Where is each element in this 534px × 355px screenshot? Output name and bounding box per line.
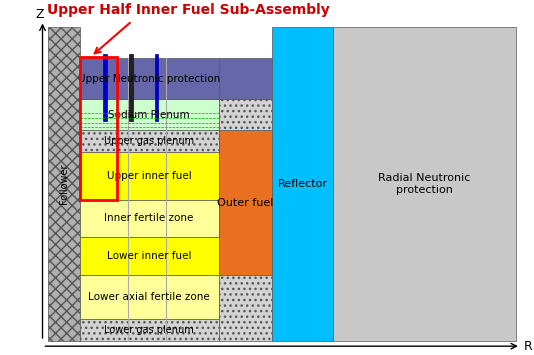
FancyBboxPatch shape <box>80 131 218 152</box>
FancyBboxPatch shape <box>80 275 218 319</box>
Text: Lower inner fuel: Lower inner fuel <box>107 251 191 261</box>
Text: Upper Half Inner Fuel Sub-Assembly: Upper Half Inner Fuel Sub-Assembly <box>47 4 329 17</box>
FancyBboxPatch shape <box>218 131 272 275</box>
FancyBboxPatch shape <box>218 58 272 99</box>
FancyBboxPatch shape <box>80 99 218 131</box>
Text: Lower gas plenum: Lower gas plenum <box>104 325 194 335</box>
Text: Z: Z <box>36 7 44 21</box>
FancyBboxPatch shape <box>80 58 218 99</box>
Text: Outer fuel: Outer fuel <box>217 198 273 208</box>
FancyBboxPatch shape <box>80 319 218 341</box>
FancyBboxPatch shape <box>80 200 218 237</box>
FancyBboxPatch shape <box>155 54 159 121</box>
Text: Radial Neutronic
protection: Radial Neutronic protection <box>378 173 470 195</box>
Text: R: R <box>523 340 532 353</box>
Text: Inner fertile zone: Inner fertile zone <box>105 213 194 223</box>
Text: Reflector: Reflector <box>278 179 328 189</box>
FancyBboxPatch shape <box>333 27 515 341</box>
FancyBboxPatch shape <box>103 54 107 121</box>
Bar <box>80 57 117 200</box>
FancyBboxPatch shape <box>218 99 272 131</box>
Text: Lower axial fertile zone: Lower axial fertile zone <box>88 292 210 302</box>
FancyBboxPatch shape <box>80 237 218 275</box>
FancyBboxPatch shape <box>80 152 218 200</box>
FancyBboxPatch shape <box>129 54 132 121</box>
Text: Follower: Follower <box>59 164 69 204</box>
Text: Sodium Plenum: Sodium Plenum <box>108 110 190 120</box>
Text: Upper gas plenum: Upper gas plenum <box>104 136 194 147</box>
Text: Upper inner fuel: Upper inner fuel <box>107 171 192 181</box>
FancyBboxPatch shape <box>48 27 80 341</box>
FancyBboxPatch shape <box>272 27 333 341</box>
Text: Upper Neutronic protection: Upper Neutronic protection <box>78 74 220 84</box>
FancyBboxPatch shape <box>218 275 272 341</box>
